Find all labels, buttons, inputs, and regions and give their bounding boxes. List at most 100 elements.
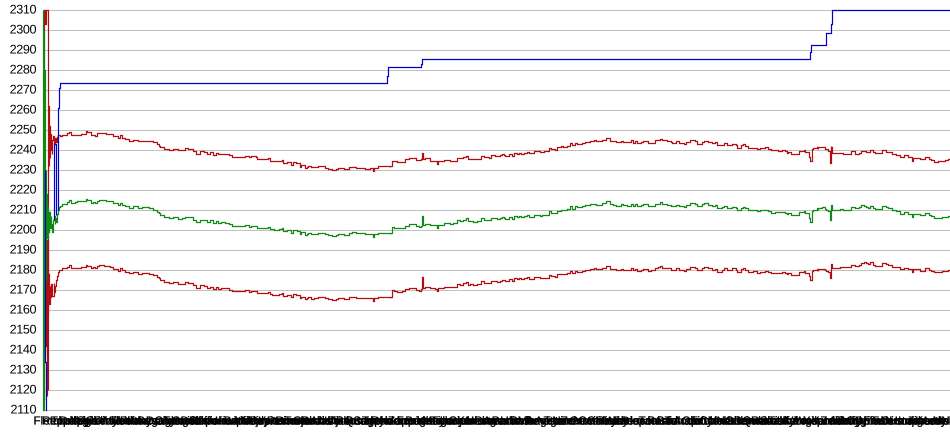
svg-text:Jesterly: Jesterly: [907, 415, 947, 428]
svg-text:Monarchy: Monarchy: [933, 415, 950, 428]
svg-text:Tigerino: Tigerino: [431, 415, 472, 428]
svg-text:2130: 2130: [10, 363, 37, 377]
svg-text:Avernus: Avernus: [198, 415, 241, 428]
svg-text:Madelein: Madelein: [708, 415, 755, 428]
svg-text:Kestrels: Kestrels: [915, 415, 950, 428]
svg-text:Aristarc: Aristarc: [535, 415, 574, 428]
svg-text:Ruffiano: Ruffiano: [189, 415, 232, 428]
svg-text:Bagaturo: Bagaturo: [137, 415, 184, 428]
svg-text:2200: 2200: [10, 223, 37, 237]
svg-text:2230: 2230: [10, 163, 37, 177]
svg-text:Zarkovia: Zarkovia: [613, 415, 658, 428]
svg-text:2210: 2210: [10, 203, 37, 217]
svg-text:Amyanide: Amyanide: [129, 415, 181, 428]
svg-text:2110: 2110: [11, 403, 37, 417]
svg-text:Murkavel: Murkavel: [423, 415, 470, 428]
svg-text:Alfilado: Alfilado: [232, 415, 270, 428]
svg-text:Waspnest: Waspnest: [794, 415, 846, 428]
svg-text:Slothful: Slothful: [760, 415, 799, 428]
svg-text:Rybkaone: Rybkaone: [371, 415, 423, 428]
svg-text:Jonnyboy: Jonnyboy: [414, 415, 464, 428]
svg-text:Vanguard: Vanguard: [786, 415, 835, 428]
svg-text:Oberonic: Oberonic: [725, 415, 772, 428]
svg-text:Nimzowit: Nimzowit: [552, 415, 600, 428]
svg-text:2250: 2250: [10, 123, 37, 137]
svg-text:Jokerman: Jokerman: [206, 415, 257, 428]
svg-text:Exchesso: Exchesso: [691, 415, 741, 428]
svg-text:Lancelot: Lancelot: [924, 415, 950, 428]
svg-text:Gridlock: Gridlock: [656, 415, 699, 428]
svg-text:2160: 2160: [10, 303, 37, 317]
svg-text:Dirtybit: Dirtybit: [94, 415, 131, 428]
svg-text:Miragean: Miragean: [518, 415, 566, 428]
svg-text:Petirrojo: Petirrojo: [267, 415, 310, 428]
svg-text:Tinkerer: Tinkerer: [768, 415, 810, 428]
svg-text:Postmode: Postmode: [647, 415, 699, 428]
svg-text:Cygnusxi: Cygnusxi: [846, 415, 894, 428]
svg-text:Sagelord: Sagelord: [353, 415, 399, 428]
svg-text:Diepmann: Diepmann: [621, 415, 674, 428]
svg-text:Abigail: Abigail: [68, 415, 103, 428]
svg-text:Arionell: Arionell: [310, 415, 349, 428]
svg-text:2190: 2190: [10, 243, 37, 257]
svg-text:Chengdu: Chengdu: [155, 415, 202, 428]
svg-text:Spikeman: Spikeman: [77, 415, 129, 428]
svg-text:Craftyon: Craftyon: [682, 415, 726, 428]
svg-text:Naumache: Naumache: [379, 415, 435, 428]
svg-text:Gerbille: Gerbille: [85, 415, 125, 428]
svg-text:Harriers: Harriers: [889, 415, 930, 428]
svg-text:Typhoons: Typhoons: [362, 415, 412, 428]
svg-text:Ktulumen: Ktulumen: [457, 415, 506, 428]
svg-text:Bootstra: Bootstra: [336, 415, 380, 428]
svg-text:Nejmetov: Nejmetov: [241, 415, 290, 428]
svg-text:Frenzees: Frenzees: [397, 415, 446, 428]
svg-text:Pepitone: Pepitone: [250, 415, 296, 428]
svg-text:Quarkton: Quarkton: [345, 415, 393, 428]
svg-text:Pliskova: Pliskova: [120, 415, 164, 428]
svg-text:Bisonte: Bisonte: [276, 415, 315, 428]
svg-text:Zappater: Zappater: [388, 415, 435, 428]
svg-text:2310: 2310: [10, 3, 37, 17]
svg-text:Falconer: Falconer: [872, 415, 917, 428]
svg-text:Indigoes: Indigoes: [898, 415, 942, 428]
svg-text:Bricabra: Bricabra: [838, 415, 882, 428]
svg-text:Butchery: Butchery: [224, 415, 270, 428]
svg-text:Djinnman: Djinnman: [327, 415, 376, 428]
svg-text:Brighton: Brighton: [405, 415, 448, 428]
svg-text:Loopmast: Loopmast: [440, 415, 492, 428]
svg-text:Zchessor: Zchessor: [561, 415, 609, 428]
svg-text:2180: 2180: [10, 263, 37, 277]
svg-text:Goliaths: Goliaths: [587, 415, 630, 428]
svg-text:2120: 2120: [10, 383, 37, 397]
svg-text:2170: 2170: [10, 283, 37, 297]
svg-text:Ufimtsev: Ufimtsev: [500, 415, 545, 428]
svg-text:Nebulosa: Nebulosa: [319, 415, 369, 428]
svg-text:2290: 2290: [10, 43, 37, 57]
svg-text:Nomadism: Nomadism: [941, 415, 950, 428]
svg-text:Cometary: Cometary: [578, 415, 628, 428]
svg-text:2300: 2300: [10, 23, 37, 37]
svg-text:Emberman: Emberman: [863, 415, 920, 428]
svg-text:Gaialope: Gaialope: [172, 415, 218, 428]
svg-text:Terrapin: Terrapin: [665, 415, 707, 428]
svg-text:Yardbird: Yardbird: [812, 415, 855, 428]
svg-text:Adroitly: Adroitly: [829, 415, 868, 428]
svg-text:Zealotry: Zealotry: [820, 415, 862, 428]
svg-text:Delfino: Delfino: [181, 415, 217, 428]
svg-text:Gothmogs: Gothmogs: [509, 415, 563, 428]
svg-text:Gustopher: Gustopher: [881, 415, 935, 428]
svg-text:2220: 2220: [10, 183, 37, 197]
svg-text:Delphis: Delphis: [59, 415, 98, 428]
svg-text:Pharaone: Pharaone: [474, 415, 524, 428]
svg-text:Gandalfo: Gandalfo: [293, 415, 340, 428]
svg-text:Quetzalc: Quetzalc: [742, 415, 788, 428]
svg-text:Amateurs: Amateurs: [526, 415, 576, 428]
svg-text:Tytanium: Tytanium: [163, 415, 210, 428]
svg-text:Hermanns: Hermanns: [466, 415, 520, 428]
svg-text:Nexusman: Nexusman: [717, 415, 772, 428]
svg-text:2260: 2260: [10, 103, 37, 117]
svg-text:Kiwipede: Kiwipede: [215, 415, 262, 428]
svg-text:2150: 2150: [10, 323, 37, 337]
svg-text:2140: 2140: [10, 343, 37, 357]
svg-text:Tracemon: Tracemon: [544, 415, 596, 428]
